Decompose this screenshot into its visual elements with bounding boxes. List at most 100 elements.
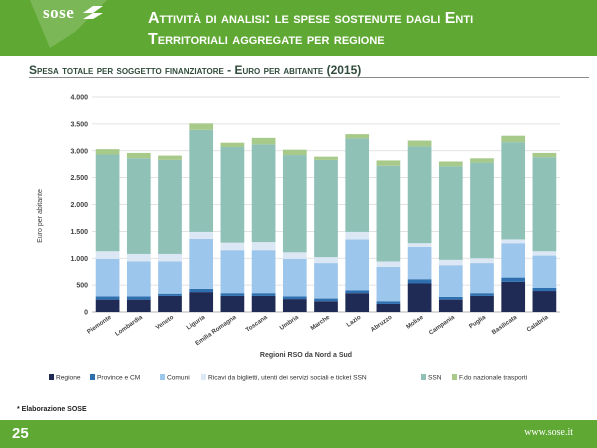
bar-segment [470,258,494,264]
bar-segment [126,158,151,254]
bar-segment [376,160,401,166]
slide-title-line-1: Attività di analisi: le spese sostenute … [148,10,474,27]
bar-segment [470,162,494,259]
source-note: * Elaborazione SOSE [17,406,87,413]
bar-segment [407,146,432,244]
bar-segment [532,157,557,252]
bar-segment [314,257,338,264]
bar-segment [345,231,370,240]
bar-segment [376,303,401,312]
bar-segment [314,298,338,302]
bar-segment [407,279,432,284]
bar-segment [438,299,463,312]
bar-segment [189,129,214,232]
bar-segment [251,293,276,296]
legend-label: Regione [56,375,81,382]
x-tick-label: Toscana [245,314,270,334]
y-tick-label: 2.000 [70,202,88,209]
y-tick-label: 0 [84,310,88,317]
y-axis-label: Euro per abitante [37,189,44,243]
bar-segment [501,277,526,282]
bar-segment [282,299,307,312]
legend-swatch [421,374,426,380]
bar-segment [532,255,557,288]
footer-bar: 25 www.sose.it [0,420,597,448]
bar-segment [282,258,307,297]
y-tick-label: 1.500 [70,229,88,236]
bar-segment [189,292,214,312]
bar-segment [532,287,557,292]
bar-segment [158,159,182,254]
legend-label: Province e CM [97,375,140,382]
bar-segment [251,144,276,243]
y-axis-ticks: 0 500 1.000 1.500 2.000 2.500 3.000 3.500 4.000 [70,95,88,317]
x-tick-label: Basilicata [491,314,519,337]
bar-segment [126,152,151,159]
bar-segment [314,156,338,160]
bar-segment [470,293,494,296]
bar-segment [251,250,276,294]
legend-swatch [160,374,165,380]
bar-segment [282,252,307,259]
bar-segment [95,149,120,155]
bar-segment [501,239,526,244]
bar-segment [189,288,214,293]
bar-segment [314,263,338,299]
bar-segment [438,259,463,266]
header-bar: sose Attività di analisi: le spese soste… [0,0,597,56]
y-tick-label: 3.000 [70,148,88,155]
bar-segment [345,138,370,232]
bar-segment [376,301,401,304]
y-tick-label: 4.000 [70,95,88,102]
website-link[interactable]: www.sose.it [524,427,573,438]
x-tick-label: Campania [428,314,457,337]
bar-segment [251,137,276,145]
bar-segment [158,155,182,160]
bar-segment [126,253,151,262]
y-tick-label: 2.500 [70,175,88,182]
bar-segment [158,253,182,262]
bar-segment [158,293,182,296]
legend-label: SSN [428,375,442,382]
bar-segment [501,142,526,240]
bar-segment [501,281,526,312]
bar-segment [532,251,557,256]
bar-segment [407,140,432,147]
bar-segment [407,246,432,280]
bar-segment [189,231,214,239]
bar-segment [251,295,276,312]
bar-segment [220,242,245,251]
bar-segment [532,291,557,312]
bar-segment [95,296,120,300]
logo-text: sose [43,3,75,22]
bar-segment [438,265,463,297]
bar-segment [532,152,557,158]
bar-segment [189,238,214,289]
bar-segment [345,290,370,294]
stacked-bar-chart: 05001.0001.5002.0002.5003.0003.5004.000 … [37,95,560,382]
x-tick-label: Umbria [278,314,300,332]
subtitle-divider [29,77,589,78]
bar-segment [501,135,526,143]
bar-segment [158,261,182,294]
slide-title-line-2: Territoriali aggregate per regione [148,31,385,48]
x-tick-label: Lazio [345,314,362,329]
bar-segment [220,295,245,312]
bar-segment [95,299,120,312]
bar-segment [220,146,245,243]
bar-segment [314,301,338,312]
x-tick-label: Veneto [155,314,176,331]
y-tick-label: 500 [76,283,88,290]
bar-segment [220,142,245,147]
y-tick-label: 3.500 [70,121,88,128]
bar-segment [470,295,494,312]
bar-segment [282,296,307,300]
bar-segment [438,166,463,260]
x-tick-label: Marche [309,314,331,332]
logo: sose [0,0,107,56]
x-tick-label: Calabria [526,314,550,334]
bar-segment [501,243,526,278]
bar-segment [220,293,245,296]
bar-segment [314,159,338,258]
